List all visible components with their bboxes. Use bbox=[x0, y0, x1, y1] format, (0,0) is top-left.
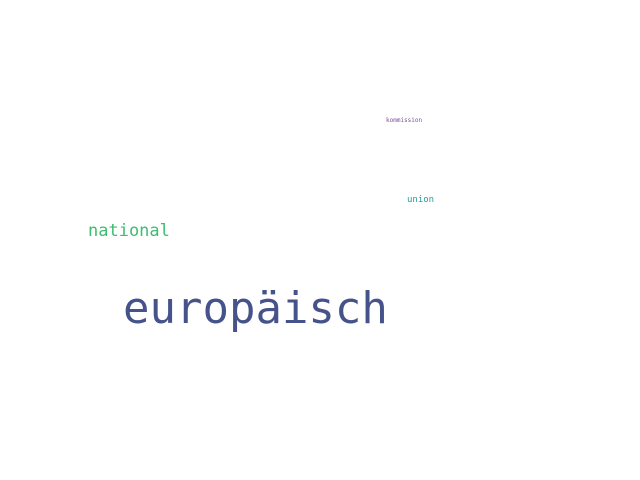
word-national: national bbox=[88, 221, 170, 241]
word-europaisch: europäisch bbox=[123, 283, 388, 334]
word-union: union bbox=[407, 195, 435, 205]
word-kommission: kommission bbox=[386, 117, 423, 124]
